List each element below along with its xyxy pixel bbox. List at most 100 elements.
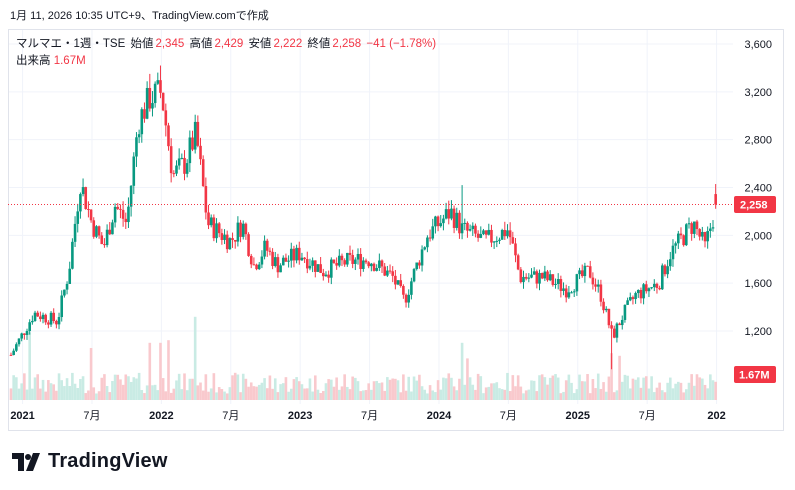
volume-bar bbox=[159, 342, 162, 400]
candle-body bbox=[396, 280, 400, 285]
volume-bar bbox=[55, 390, 58, 400]
candle-body bbox=[570, 292, 573, 294]
candle-body bbox=[63, 289, 66, 296]
volume-bar bbox=[650, 376, 653, 400]
candle-body bbox=[153, 83, 157, 104]
candle-body bbox=[468, 229, 472, 231]
time-tick-label: 7月 bbox=[361, 410, 378, 422]
volume-bar bbox=[330, 379, 333, 400]
price-axis: 3,600 3,200 2,800 2,400 2,000 1,600 1,200 bbox=[744, 39, 772, 338]
candle-body bbox=[479, 234, 483, 238]
candle-body bbox=[111, 222, 114, 235]
candle-body bbox=[52, 312, 56, 321]
volume-bar bbox=[685, 389, 688, 400]
last-price-badge-text: 2,258 bbox=[740, 199, 768, 211]
volume-bar bbox=[423, 389, 427, 400]
volume-bar bbox=[370, 389, 373, 400]
volume-bar bbox=[111, 381, 114, 400]
volume-bar bbox=[199, 382, 202, 400]
volume-bar bbox=[119, 379, 122, 400]
volume-bar bbox=[311, 391, 314, 400]
volume-bar bbox=[60, 380, 64, 400]
volume-bar bbox=[351, 376, 354, 400]
volume-bar bbox=[108, 392, 112, 400]
tradingview-wordmark: TradingView bbox=[48, 450, 168, 472]
candle-body bbox=[137, 134, 141, 138]
volume-bar bbox=[434, 392, 437, 400]
candle-body bbox=[709, 228, 712, 232]
volume-bar bbox=[479, 376, 483, 400]
candle-body bbox=[287, 260, 290, 262]
candle-body bbox=[394, 275, 397, 285]
candle-body bbox=[535, 271, 539, 284]
candle-body bbox=[516, 255, 520, 270]
candle-body bbox=[701, 231, 704, 237]
high-label: 高値 bbox=[189, 38, 213, 50]
tradingview-logo[interactable]: TradingView bbox=[12, 450, 168, 473]
volume-bar bbox=[482, 393, 485, 400]
time-tick-label: 7月 bbox=[639, 410, 656, 422]
candle-body bbox=[639, 289, 643, 299]
volume-bar bbox=[706, 388, 709, 400]
candle-body bbox=[594, 284, 597, 287]
candle-body bbox=[442, 218, 445, 224]
candle-body bbox=[591, 277, 595, 285]
candle-body bbox=[308, 265, 312, 269]
candle-body bbox=[444, 209, 448, 219]
candle-body bbox=[383, 266, 386, 276]
volume-bar bbox=[343, 374, 346, 400]
volume-bar bbox=[76, 387, 80, 400]
volume-bar bbox=[116, 374, 120, 400]
candle-body bbox=[559, 279, 563, 291]
candle-body bbox=[281, 257, 285, 266]
candle-body bbox=[647, 288, 651, 292]
candle-body bbox=[17, 338, 21, 345]
volume-bar bbox=[239, 392, 242, 400]
candle-body bbox=[204, 186, 208, 213]
volume-bar bbox=[289, 388, 293, 400]
candle-body bbox=[498, 239, 501, 241]
volume-bar bbox=[415, 380, 419, 400]
candle-body bbox=[567, 292, 571, 298]
volume-bar bbox=[372, 381, 376, 400]
volume-bar bbox=[188, 378, 192, 400]
volume-bar bbox=[647, 388, 651, 400]
candle-body bbox=[474, 225, 477, 234]
candle-body bbox=[578, 270, 581, 275]
volume-bar bbox=[177, 373, 181, 400]
volume-bar bbox=[412, 376, 416, 400]
candle-body bbox=[466, 222, 469, 231]
candle-body bbox=[36, 312, 39, 317]
volume-bar bbox=[604, 391, 608, 400]
candle-body bbox=[604, 308, 608, 311]
volume-bar bbox=[79, 378, 82, 400]
candle-body bbox=[233, 239, 237, 242]
volume-bar bbox=[610, 353, 613, 400]
volume-bar bbox=[436, 380, 440, 400]
candle-body bbox=[244, 223, 248, 235]
candle-body bbox=[289, 248, 293, 261]
volume-bar bbox=[596, 373, 600, 400]
volume-bar bbox=[362, 390, 365, 400]
candle-body bbox=[335, 262, 338, 266]
volume-bar bbox=[618, 355, 621, 400]
candle-body bbox=[436, 216, 440, 227]
volume-label: 出来高 bbox=[16, 55, 51, 67]
candle-body bbox=[580, 270, 584, 277]
volume-bar bbox=[145, 385, 149, 400]
volume-bar bbox=[143, 393, 146, 400]
volume-bar bbox=[383, 390, 386, 400]
candle-body bbox=[546, 271, 549, 281]
candle-body bbox=[602, 301, 605, 311]
candle-body bbox=[185, 163, 189, 174]
candle-body bbox=[81, 187, 85, 195]
candle-body bbox=[540, 272, 544, 279]
candle-body bbox=[332, 259, 336, 263]
candle-body bbox=[599, 284, 603, 302]
volume-bar bbox=[180, 389, 184, 400]
candle-body bbox=[367, 262, 370, 267]
candle-body bbox=[127, 206, 130, 223]
candle-body bbox=[682, 235, 685, 246]
volume-bar bbox=[444, 378, 448, 400]
